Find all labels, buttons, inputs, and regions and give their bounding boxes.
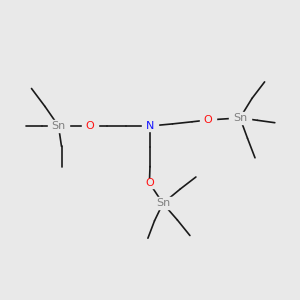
Text: O: O — [85, 121, 94, 131]
Bar — [229, 112, 251, 124]
Text: O: O — [145, 178, 154, 188]
Bar — [48, 120, 69, 132]
Bar — [200, 116, 216, 124]
Bar — [82, 122, 98, 130]
Text: Sn: Sn — [156, 198, 170, 208]
Text: O: O — [203, 115, 212, 125]
Text: N: N — [146, 121, 154, 131]
Text: Sn: Sn — [51, 121, 66, 131]
Bar — [142, 122, 158, 130]
Bar — [152, 197, 174, 209]
Bar — [141, 178, 158, 188]
Text: Sn: Sn — [233, 113, 247, 123]
